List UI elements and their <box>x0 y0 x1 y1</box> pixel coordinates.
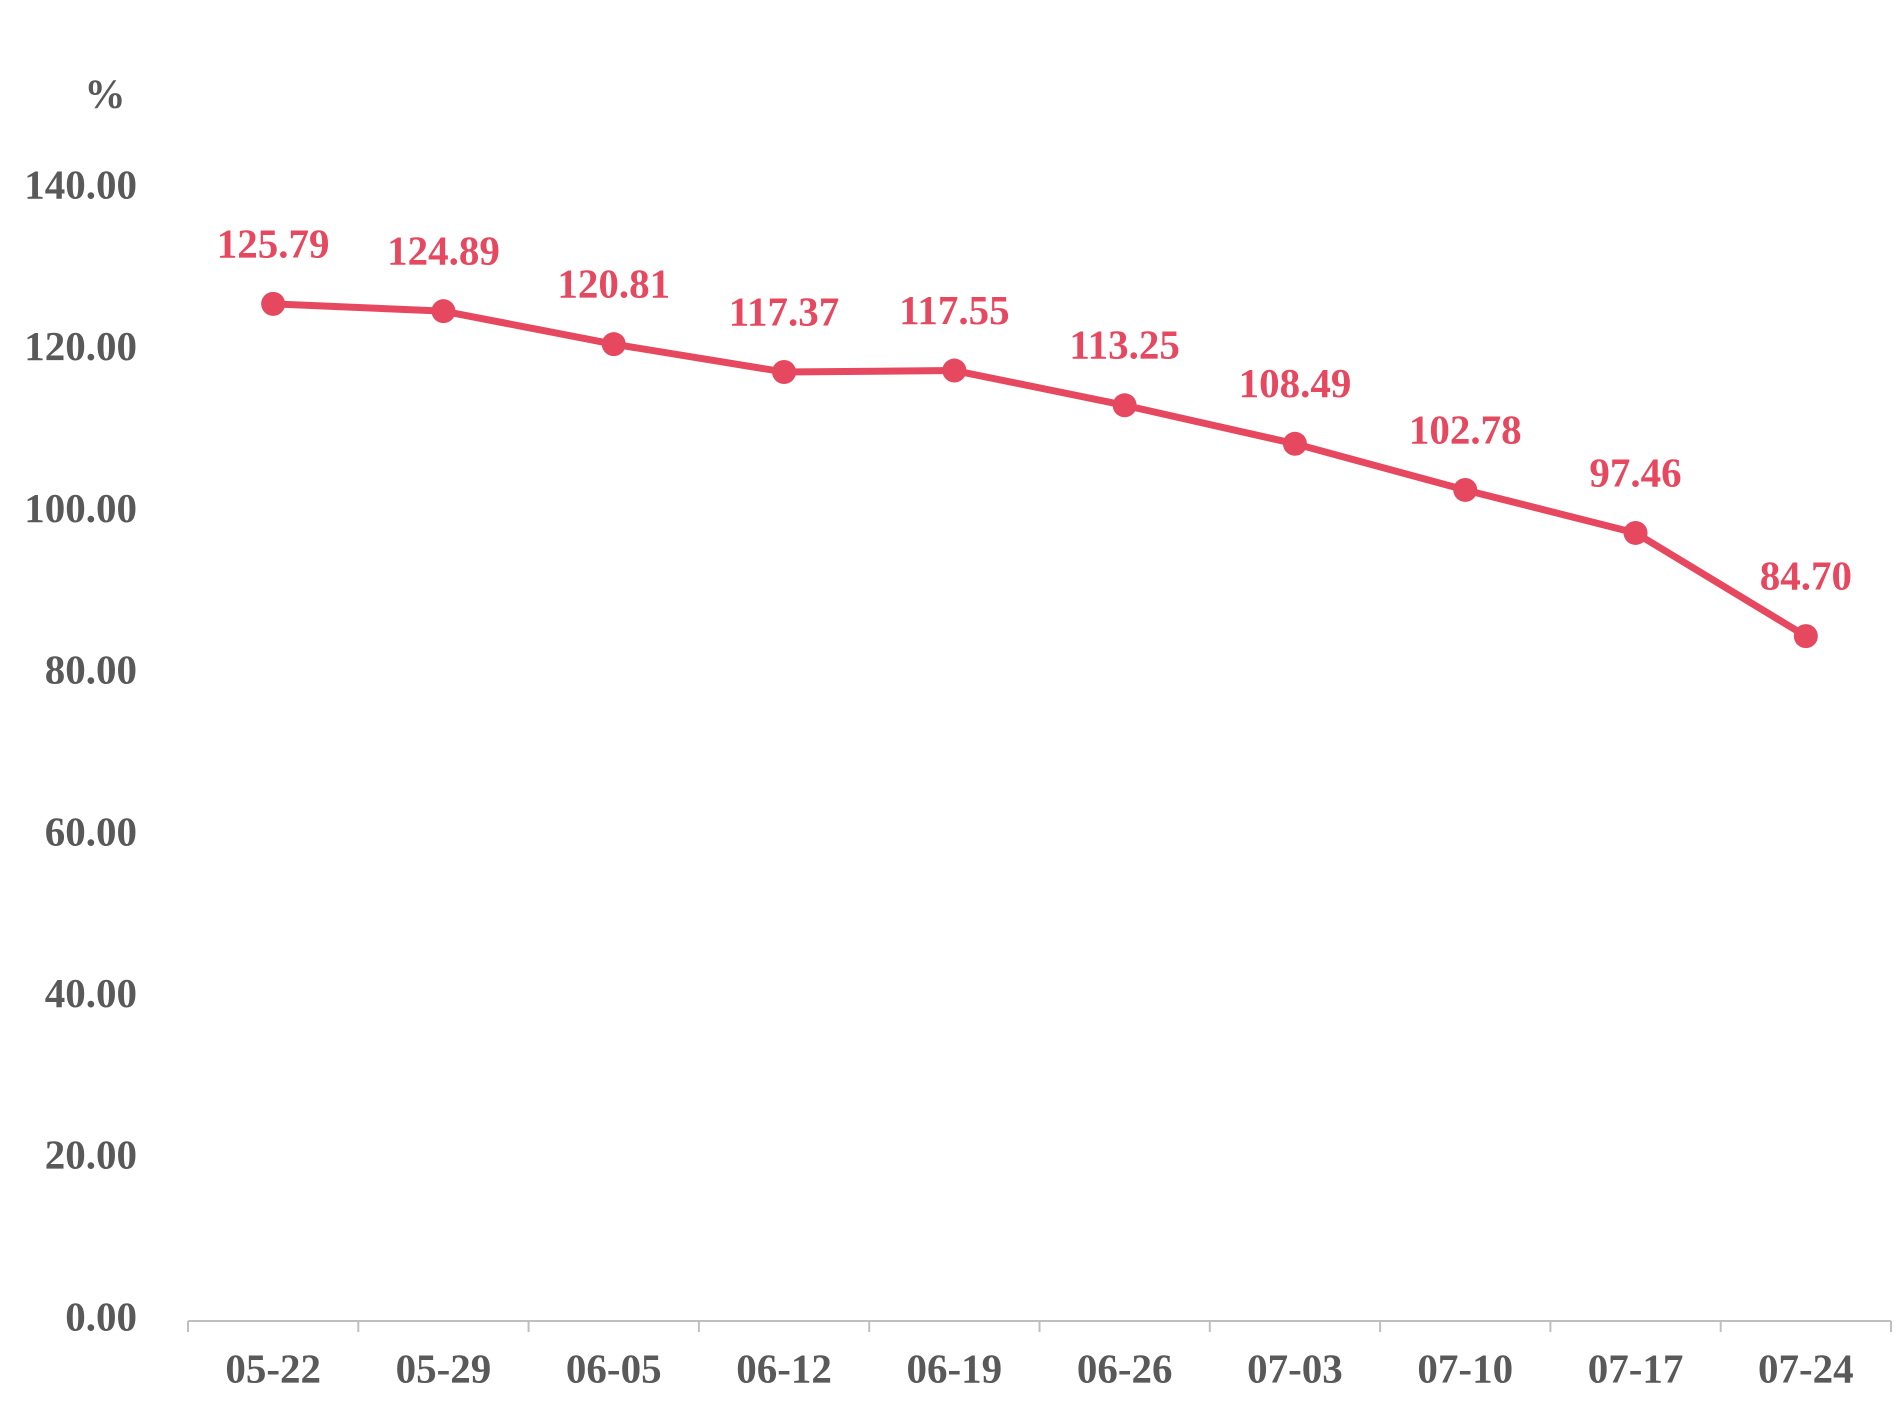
data-label: 117.37 <box>729 288 840 334</box>
marker <box>1282 431 1307 456</box>
data-label: 117.55 <box>899 287 1010 333</box>
y-tick-label: 100.00 <box>24 485 137 531</box>
x-tick-label: 06-12 <box>736 1345 832 1391</box>
data-label: 124.89 <box>387 228 500 274</box>
marker <box>261 291 286 316</box>
data-label: 97.46 <box>1589 449 1681 495</box>
x-tick-label: 06-05 <box>566 1345 662 1391</box>
marker <box>1453 477 1478 502</box>
y-tick-label: 40.00 <box>45 970 137 1016</box>
x-tick-label: 06-26 <box>1077 1345 1173 1391</box>
data-label: 84.70 <box>1760 553 1852 599</box>
marker <box>1623 520 1648 545</box>
data-label: 102.78 <box>1409 406 1522 452</box>
x-tick-label: 06-19 <box>907 1345 1003 1391</box>
y-tick-label: 20.00 <box>45 1132 137 1178</box>
y-tick-label: 80.00 <box>45 647 137 693</box>
y-tick-label: 120.00 <box>24 323 137 369</box>
x-tick-label: 07-03 <box>1247 1345 1343 1391</box>
marker <box>601 332 626 357</box>
line <box>273 300 1808 640</box>
x-tick-label: 05-22 <box>225 1345 321 1391</box>
marker <box>772 359 797 384</box>
data-label: 113.25 <box>1069 322 1180 368</box>
x-tick-label: 05-29 <box>396 1345 492 1391</box>
marker <box>1112 393 1137 418</box>
data-label: 120.81 <box>557 261 670 307</box>
marker <box>942 358 967 383</box>
marker <box>431 299 456 324</box>
x-tick-label: 07-10 <box>1417 1345 1513 1391</box>
x-tick-label: 07-24 <box>1758 1345 1854 1391</box>
data-label: 108.49 <box>1239 360 1352 406</box>
y-tick-label: 0.00 <box>65 1293 137 1339</box>
y-unit: % <box>85 70 126 116</box>
y-tick-label: 140.00 <box>24 161 137 207</box>
x-tick-label: 07-17 <box>1588 1345 1684 1391</box>
y-tick-label: 60.00 <box>45 808 137 854</box>
data-label: 125.79 <box>217 220 330 266</box>
marker <box>1793 624 1818 649</box>
